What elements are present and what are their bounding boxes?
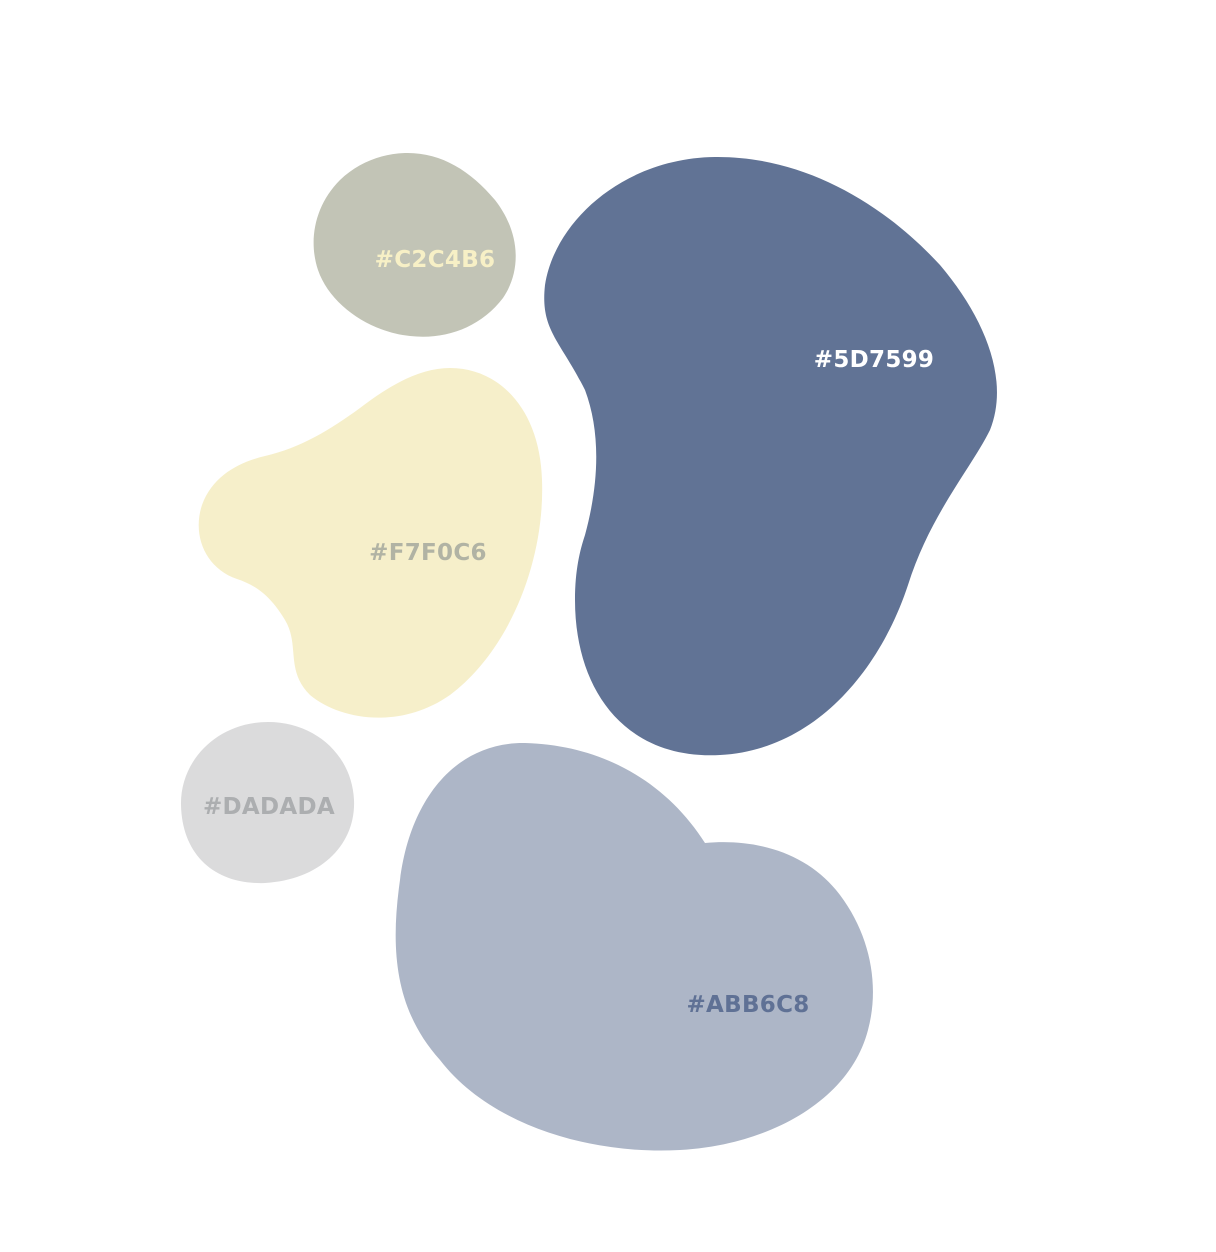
swatch-light-gray-label: #DADADA [203, 794, 335, 820]
swatch-slate-blue-label: #5D7599 [814, 347, 934, 373]
swatch-slate-blue-blob [544, 156, 997, 756]
swatch-sage-blob [313, 152, 516, 337]
swatch-cream: #F7F0C6 [198, 368, 543, 718]
swatch-periwinkle-label: #ABB6C8 [686, 992, 809, 1018]
swatch-periwinkle: #ABB6C8 [395, 742, 873, 1151]
swatch-sage: #C2C4B6 [313, 152, 516, 337]
swatch-light-gray-blob [180, 722, 355, 884]
swatch-cream-label: #F7F0C6 [369, 540, 487, 566]
swatch-cream-blob [198, 368, 543, 718]
swatch-slate-blue: #5D7599 [544, 156, 997, 756]
swatch-light-gray: #DADADA [180, 722, 355, 884]
swatch-periwinkle-blob [395, 742, 873, 1151]
swatch-sage-label: #C2C4B6 [375, 247, 496, 273]
